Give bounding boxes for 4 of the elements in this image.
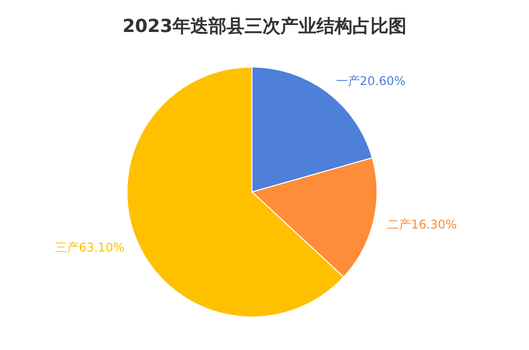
slice-label: 一产20.60%: [336, 74, 406, 88]
slice-label: 二产16.30%: [387, 217, 457, 232]
slice-label: 三产63.10%: [54, 240, 125, 255]
chart-title: 2023年迭部县三次产业结构占比图: [122, 16, 407, 37]
